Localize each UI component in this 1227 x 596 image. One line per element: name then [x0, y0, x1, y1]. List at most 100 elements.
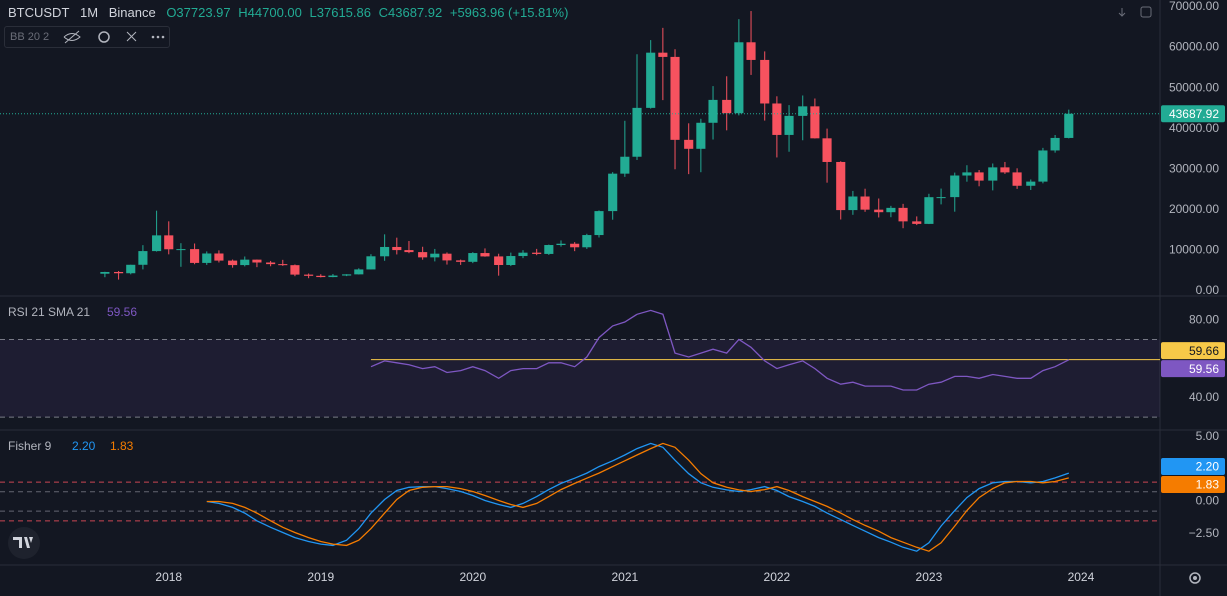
ohlc-open: O37723.97 [166, 5, 231, 20]
candle-body [380, 246, 390, 257]
candle-body [114, 271, 124, 274]
candle-body [556, 243, 566, 246]
interval[interactable]: 1M [80, 5, 99, 20]
candle-body [924, 197, 934, 224]
x-tick-label: 2024 [1068, 570, 1095, 584]
y-tick-label: 0.00 [1196, 494, 1220, 508]
candle-body [328, 275, 338, 278]
symbol-header: BTCUSDT 1M Binance O37723.97 H44700.00 L… [8, 5, 572, 20]
change: +5963.96 (+15.81%) [449, 5, 569, 20]
candle-body [898, 207, 908, 222]
candle-body [658, 52, 668, 57]
y-tick-label: 40000.00 [1169, 121, 1219, 135]
candle-body [708, 99, 718, 123]
candle-body [582, 235, 592, 248]
price-tag [1161, 475, 1225, 493]
candle-body [252, 259, 262, 263]
candle-body [988, 167, 998, 181]
exchange: Binance [108, 5, 156, 20]
rsi-band [0, 339, 1160, 418]
candle-body [1050, 137, 1060, 151]
y-tick-label: 5.00 [1196, 429, 1220, 443]
ohlc-low: L37615.86 [309, 5, 371, 20]
candle-body [608, 173, 618, 212]
indicator-legend[interactable]: BB 20 2 [4, 26, 170, 48]
symbol[interactable]: BTCUSDT [8, 5, 70, 20]
candle-body [936, 197, 946, 199]
y-tick-label: 40.00 [1189, 390, 1219, 404]
price-tag-label: 1.83 [1196, 478, 1220, 492]
candle-body [722, 99, 732, 114]
x-tick-label: 2021 [611, 570, 638, 584]
candle-body [836, 161, 846, 211]
candle-body [632, 107, 642, 157]
candle-body [442, 253, 452, 261]
toolbar-icons[interactable] [1118, 6, 1152, 18]
candle-body [316, 275, 326, 278]
indicator-icons[interactable] [59, 27, 169, 47]
candle-body [760, 59, 770, 104]
candle-body [418, 252, 428, 258]
x-tick-label: 2022 [764, 570, 791, 584]
candle-body [266, 262, 276, 265]
candle-body [848, 196, 858, 211]
y-tick-label: 20000.00 [1169, 202, 1219, 216]
candle-body [126, 264, 136, 274]
candle-body [190, 249, 200, 263]
y-tick-label: 60000.00 [1169, 40, 1219, 54]
candle-body [468, 253, 478, 262]
candle-body [810, 106, 820, 139]
price-tag-label: 2.20 [1196, 460, 1220, 474]
candle-body [746, 42, 756, 60]
candle-body [342, 274, 352, 276]
candle-body [430, 253, 440, 258]
price-tag [1161, 342, 1225, 360]
x-tick-label: 2018 [155, 570, 182, 584]
y-tick-label: 80.00 [1189, 312, 1219, 326]
indicator-title: RSI 21 SMA 21 [8, 305, 90, 319]
candle-body [646, 52, 656, 108]
candle-body [494, 256, 504, 266]
candle-body [950, 175, 960, 198]
y-tick-label: 0.00 [1196, 283, 1220, 297]
candle-body [202, 253, 212, 263]
series-line [206, 442, 1070, 552]
candle-body [974, 172, 984, 181]
tv-logo [8, 527, 40, 559]
series-line [370, 309, 1070, 391]
indicator-value: 59.56 [107, 305, 137, 319]
candle-body [278, 264, 288, 266]
candle-body [138, 251, 148, 265]
candle-body [240, 259, 250, 266]
candle-body [886, 207, 896, 213]
ohlc-close: C43687.92 [378, 5, 443, 20]
candle-body [100, 271, 110, 274]
series-line [206, 442, 1069, 552]
y-tick-label: 30000.00 [1169, 161, 1219, 175]
candle-body [620, 156, 630, 174]
candle-body [570, 243, 580, 248]
x-tick-label: 2019 [307, 570, 334, 584]
price-tag [1161, 105, 1225, 123]
candle-body [1012, 172, 1022, 186]
candle-body [354, 269, 364, 275]
price-tag-label: 43687.92 [1169, 107, 1219, 121]
candle-body [874, 209, 884, 213]
settings-icon[interactable] [1189, 572, 1201, 584]
candle-body [392, 246, 402, 251]
candle-body [1026, 181, 1036, 186]
candle-body [670, 56, 680, 140]
candle-body [304, 274, 314, 276]
price-tag [1161, 457, 1225, 475]
candle-body [366, 256, 376, 270]
candle-body [594, 211, 604, 236]
candle-body [544, 245, 554, 254]
candle-body [1064, 113, 1074, 138]
candle-body [696, 122, 706, 149]
ohlc-high: H44700.00 [238, 5, 302, 20]
candle-body [784, 115, 794, 135]
candle-body [1038, 150, 1048, 182]
candle-body [734, 42, 744, 114]
